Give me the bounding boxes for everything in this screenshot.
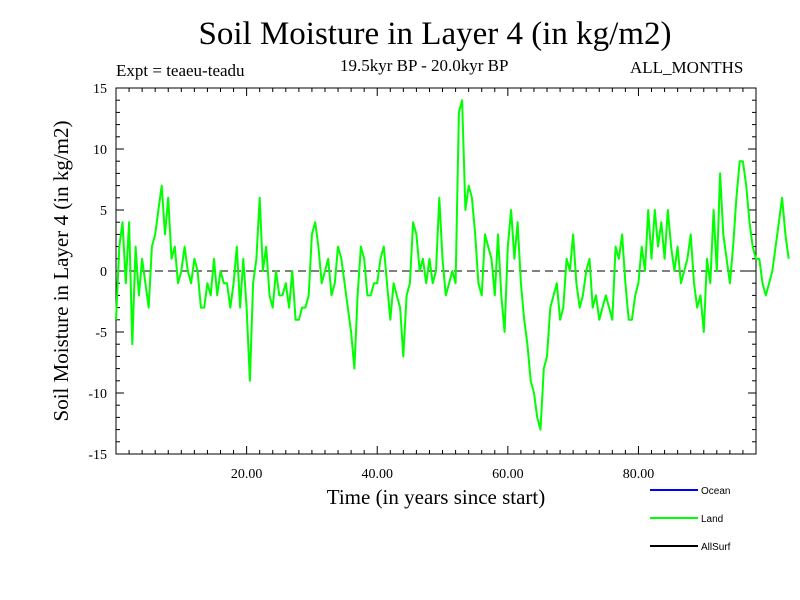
experiment-label: Expt = teaeu-teadu	[116, 61, 245, 80]
x-tick-label: 60.00	[492, 467, 524, 482]
y-tick-label: 5	[100, 204, 107, 219]
y-tick-label: 10	[93, 143, 107, 158]
months-label: ALL_MONTHS	[630, 58, 744, 77]
legend-label-ocean: Ocean	[701, 486, 730, 497]
y-tick-label: -10	[88, 387, 107, 402]
series-layer	[115, 99, 790, 431]
y-minor-ticks	[116, 99, 756, 443]
x-axis-title: Time (in years since start)	[327, 485, 546, 509]
x-tick-label: 20.00	[231, 467, 263, 482]
legend-label-land: Land	[701, 514, 723, 525]
x-minor-ticks	[128, 88, 744, 454]
x-tick-label: 40.00	[361, 467, 393, 482]
period-label: 19.5kyr BP - 20.0kyr BP	[340, 56, 509, 75]
legend-label-allsurf: AllSurf	[701, 542, 731, 553]
y-tick-label: 0	[100, 265, 107, 280]
x-tick-label: 80.00	[623, 467, 655, 482]
y-axis-title: Soil Moisture in Layer 4 (in kg/m2)	[49, 121, 73, 422]
y-axis-ticks: -15 -10 -5 0 5 10 15	[88, 82, 756, 463]
y-tick-label: -5	[95, 326, 107, 341]
chart-title: Soil Moisture in Layer 4 (in kg/m2)	[198, 16, 672, 52]
x-axis-ticks: 20.00 40.00 60.00 80.00	[231, 88, 654, 482]
y-tick-label: -15	[88, 448, 107, 463]
legend: Ocean Land AllSurf	[650, 486, 731, 553]
y-tick-label: 15	[93, 82, 107, 97]
series-line-land	[115, 99, 790, 431]
